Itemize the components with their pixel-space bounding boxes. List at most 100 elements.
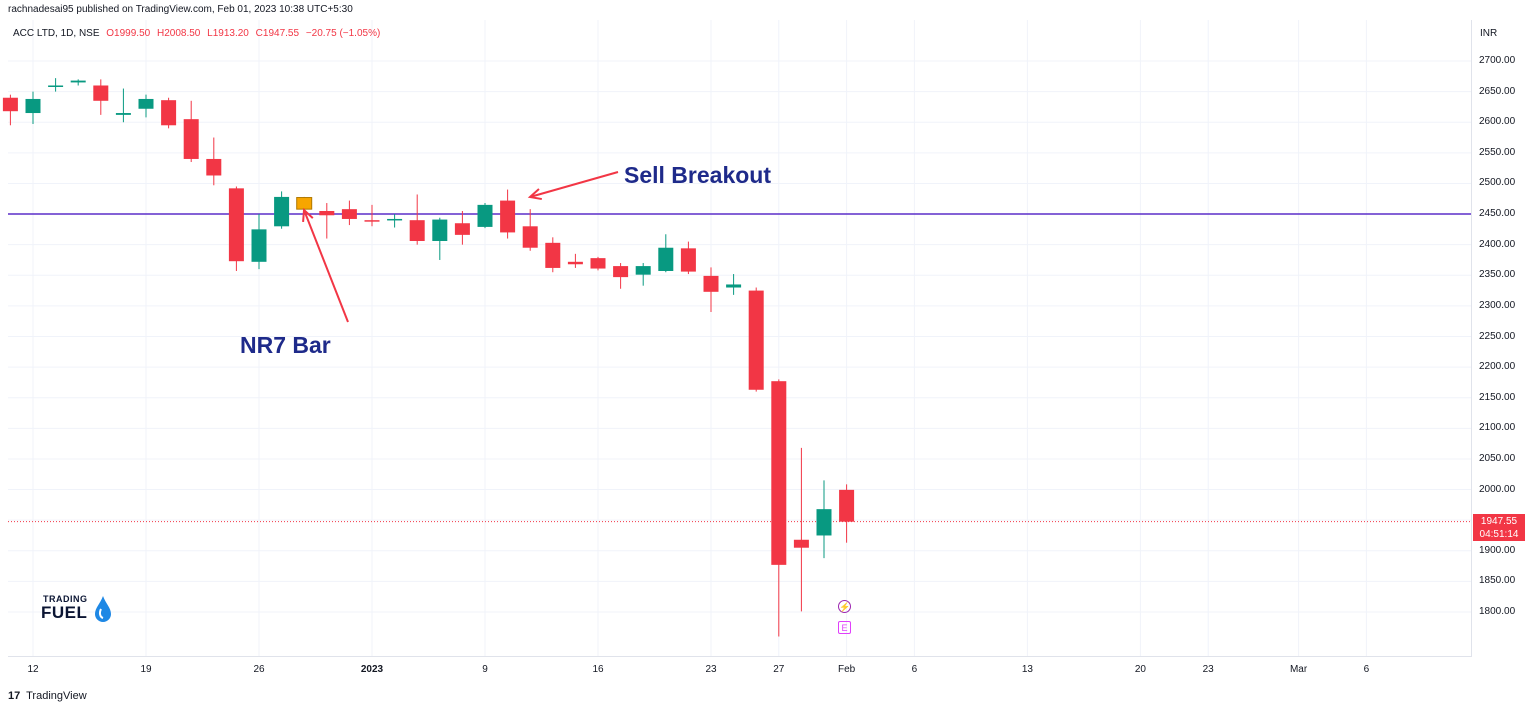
- candle: [48, 78, 64, 92]
- candle: [138, 94, 154, 118]
- candle: [206, 137, 222, 186]
- low-value: L1913.20: [207, 28, 249, 39]
- candle: [228, 186, 244, 271]
- candle-body: [48, 85, 64, 87]
- candle-body: [228, 188, 244, 262]
- time-tick-label: 16: [592, 664, 604, 675]
- time-tick-label: 9: [482, 664, 488, 675]
- price-tick-label: 2000.00: [1479, 483, 1516, 495]
- time-tick-label: 13: [1021, 664, 1033, 675]
- dividend-event-icon[interactable]: ⚡: [838, 600, 851, 613]
- sell-breakout-label[interactable]: Sell Breakout: [624, 162, 771, 188]
- last-price-value: 1947.55: [1480, 516, 1518, 527]
- candle: [500, 189, 516, 239]
- candle: [183, 100, 199, 163]
- nr7-bar-arrow: [302, 207, 349, 323]
- candle: [816, 480, 832, 559]
- annotation-arrows: [302, 171, 619, 323]
- candle: [319, 203, 335, 239]
- candle-body: [409, 220, 425, 241]
- arrow-shaft: [303, 209, 349, 323]
- time-tick-label: 6: [1363, 664, 1370, 675]
- candle: [522, 209, 538, 251]
- candle-body: [341, 209, 357, 219]
- price-tick-label: 1850.00: [1479, 575, 1516, 587]
- currency-label[interactable]: INR: [1480, 28, 1498, 39]
- chart-pane[interactable]: [8, 20, 1472, 657]
- candle-body: [115, 113, 131, 115]
- candle-body: [364, 220, 380, 222]
- candle-body: [70, 80, 86, 83]
- price-tick-label: 2600.00: [1479, 116, 1516, 128]
- candle: [839, 484, 855, 543]
- candle-body: [206, 158, 222, 176]
- candle-body: [839, 489, 855, 522]
- candle-body: [432, 219, 448, 241]
- candle: [477, 203, 493, 229]
- candle-body: [183, 119, 199, 159]
- candle-body: [454, 223, 470, 235]
- logo-line-1: TRADING: [43, 594, 88, 604]
- time-tick-label: Mar: [1289, 664, 1308, 675]
- price-tick-label: 2300.00: [1479, 299, 1516, 311]
- price-tick-label: 2050.00: [1479, 452, 1516, 464]
- candle: [115, 88, 131, 123]
- candle: [161, 97, 177, 129]
- candle-body: [771, 381, 787, 565]
- candle: [658, 234, 674, 273]
- logo-line-2: FUEL: [41, 603, 88, 622]
- price-tick-label: 2550.00: [1479, 146, 1516, 158]
- price-tick-label: 2700.00: [1479, 55, 1516, 66]
- price-tick-label: 2450.00: [1479, 208, 1516, 220]
- candle: [793, 447, 809, 612]
- price-tick-label: 2350.00: [1479, 269, 1516, 281]
- candle-body: [567, 261, 583, 265]
- candle-body: [658, 247, 674, 271]
- symbol-legend[interactable]: ACC LTD, 1D, NSE O1999.50 H2008.50 L1913…: [13, 28, 384, 39]
- candle: [680, 241, 696, 275]
- candle: [251, 214, 267, 270]
- time-tick-label: 6: [911, 664, 918, 675]
- price-tick-label: 2500.00: [1479, 177, 1516, 189]
- last-price-tag: 1947.55 04:51:14: [1473, 514, 1525, 541]
- symbol-name[interactable]: ACC LTD, 1D, NSE: [13, 28, 100, 39]
- time-tick-label: 26: [253, 664, 265, 675]
- price-tick-label: 2100.00: [1479, 422, 1516, 434]
- candle: [341, 200, 357, 226]
- candle-body: [93, 85, 109, 101]
- candle-body: [545, 242, 561, 268]
- price-tick-label: 2150.00: [1479, 391, 1516, 403]
- price-tick-label: 1900.00: [1479, 544, 1516, 556]
- candle-body: [522, 226, 538, 248]
- candle-body: [296, 197, 313, 210]
- candle: [726, 274, 742, 295]
- price-tick-label: 1800.00: [1479, 606, 1516, 617]
- price-tick-label: 2250.00: [1479, 330, 1516, 342]
- candle-body: [138, 98, 154, 109]
- candle-body: [816, 509, 832, 536]
- candle-body: [319, 210, 335, 216]
- candle: [748, 287, 764, 392]
- tradingview-footer[interactable]: 17 TradingView: [8, 690, 87, 702]
- tradingview-brand: TradingView: [26, 690, 87, 702]
- candle-body: [590, 258, 606, 269]
- candle-body: [793, 539, 809, 548]
- price-tick-label: 2400.00: [1479, 238, 1516, 250]
- candle-body: [251, 229, 267, 262]
- time-tick-label: Feb: [837, 664, 856, 675]
- time-tick-label: 20: [1134, 664, 1146, 675]
- candle-body: [25, 98, 41, 114]
- nr7-bar-label[interactable]: NR7 Bar: [240, 332, 331, 358]
- horizontal-level: [8, 213, 1471, 523]
- arrow-head: [302, 207, 314, 223]
- candle: [364, 204, 380, 227]
- trading-fuel-logo: TRADING FUEL: [40, 593, 120, 629]
- time-tick-label: 12: [27, 664, 39, 675]
- time-tick-label: 23: [705, 664, 717, 675]
- open-value: O1999.50: [106, 28, 151, 39]
- candle: [635, 263, 651, 286]
- candle-body: [161, 100, 177, 126]
- tradingview-logo-icon: 17: [8, 690, 21, 702]
- earnings-event-icon[interactable]: E: [838, 621, 851, 634]
